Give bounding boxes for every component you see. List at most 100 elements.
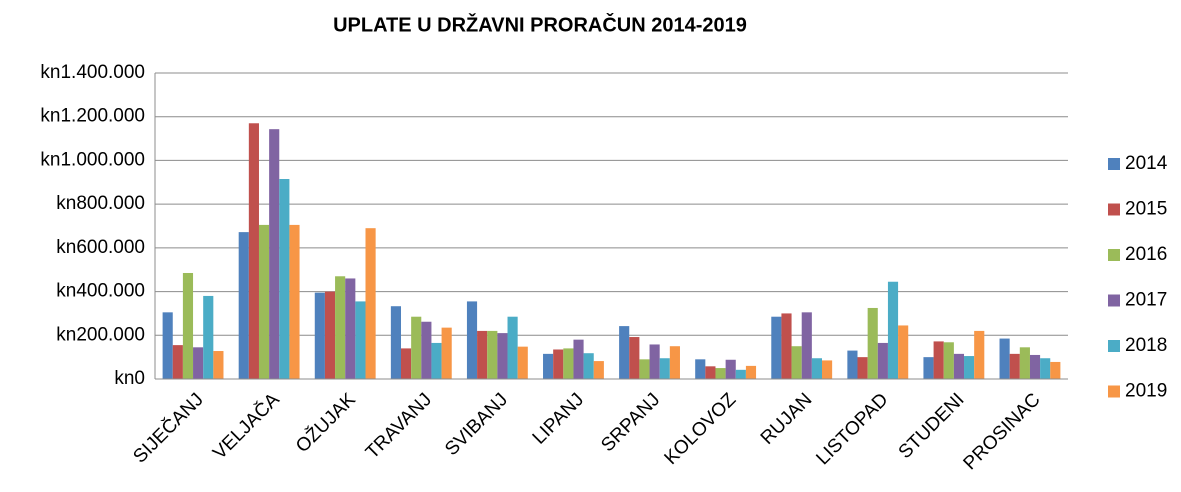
- bar: [477, 330, 488, 379]
- bar: [401, 348, 412, 379]
- bar: [847, 350, 858, 379]
- bar: [507, 316, 518, 379]
- bar: [1009, 353, 1020, 379]
- x-tick-label: KOLOVOZ: [661, 389, 741, 469]
- y-tick-label: kn1.200.000: [40, 106, 145, 127]
- bar: [1040, 358, 1051, 379]
- bar: [466, 301, 478, 379]
- bar: [629, 337, 640, 379]
- bar: [411, 316, 422, 379]
- y-tick-label: kn200.000: [56, 324, 145, 345]
- bar: [289, 224, 300, 379]
- bar: [203, 295, 214, 379]
- x-tick-label: STUDENI: [895, 389, 969, 463]
- bar: [619, 326, 630, 379]
- bar: [431, 342, 442, 379]
- y-tick-label: kn1.000.000: [40, 149, 145, 170]
- bar: [314, 292, 325, 379]
- bar: [421, 321, 432, 379]
- bar: [172, 345, 183, 379]
- y-tick-label: kn0: [114, 368, 145, 389]
- legend-label: 2016: [1125, 244, 1167, 265]
- bar: [563, 348, 574, 379]
- x-tick-label: PROSINAC: [960, 389, 1045, 474]
- x-tick-label: OŽUJAK: [291, 388, 360, 457]
- bar: [867, 307, 878, 379]
- bar: [269, 129, 280, 379]
- chart-title: UPLATE U DRŽAVNI PRORAČUN 2014-2019: [333, 12, 747, 36]
- bar: [964, 356, 975, 379]
- x-tick-label: TRAVANJ: [362, 389, 436, 463]
- y-tick-label: kn1.400.000: [40, 62, 145, 83]
- bar: [335, 276, 346, 379]
- bar: [324, 291, 336, 379]
- legend-swatch: [1108, 294, 1120, 307]
- bar: [943, 342, 954, 379]
- bar: [497, 333, 508, 379]
- x-tick-label: LISTOPAD: [812, 389, 892, 469]
- bar: [583, 353, 594, 379]
- bar: [791, 346, 802, 379]
- bar: [213, 351, 224, 379]
- bar: [365, 228, 376, 379]
- x-tick-label: SVIBANJ: [441, 389, 512, 460]
- bar: [162, 312, 173, 379]
- legend-swatch: [1108, 203, 1120, 216]
- bar: [725, 359, 736, 379]
- legend-label: 2019: [1125, 381, 1167, 402]
- bar: [193, 347, 204, 379]
- x-tick-label: RUJAN: [757, 389, 817, 449]
- bar: [999, 338, 1010, 379]
- bar: [705, 366, 716, 379]
- x-tick-label: LIPANJ: [529, 389, 588, 448]
- bar: [345, 278, 356, 379]
- bar: [857, 357, 868, 379]
- bar: [898, 325, 909, 379]
- bar: [781, 313, 792, 379]
- legend-label: 2014: [1125, 153, 1168, 174]
- bar: [974, 330, 985, 379]
- bar: [811, 358, 822, 379]
- bar: [877, 342, 888, 379]
- bar: [923, 357, 934, 379]
- bar: [695, 359, 706, 379]
- bar: [355, 301, 366, 379]
- bar: [771, 316, 782, 379]
- x-tick-label: VELJAČA: [209, 388, 285, 464]
- bar: [735, 369, 746, 379]
- bar: [279, 179, 290, 379]
- legend-swatch: [1108, 385, 1120, 398]
- bar: [745, 365, 757, 379]
- bar: [487, 330, 498, 379]
- legend-label: 2017: [1125, 290, 1167, 311]
- x-tick-label: SIJEČANJ: [129, 389, 208, 468]
- bar: [238, 232, 249, 379]
- legend-label: 2015: [1125, 199, 1167, 220]
- legend-label: 2018: [1125, 335, 1167, 356]
- legend-swatch: [1108, 249, 1120, 261]
- bar: [441, 327, 452, 379]
- bar: [543, 353, 554, 379]
- legend-swatch: [1108, 340, 1120, 352]
- bar: [248, 123, 259, 380]
- legend-swatch: [1108, 158, 1120, 170]
- bar: [553, 349, 564, 379]
- bar: [1029, 354, 1041, 379]
- bar: [669, 346, 680, 379]
- bar: [517, 346, 528, 379]
- x-tick-label: SRPANJ: [597, 389, 664, 456]
- bar: [659, 358, 670, 379]
- y-tick-label: kn800.000: [56, 193, 145, 214]
- bar: [258, 224, 270, 379]
- bar: [182, 272, 194, 379]
- bar: [573, 339, 584, 379]
- bar: [390, 306, 402, 379]
- bar: [715, 368, 726, 379]
- bar: [801, 312, 812, 379]
- y-tick-label: kn600.000: [56, 237, 145, 258]
- bar: [593, 361, 604, 379]
- bar: [821, 360, 833, 379]
- bar: [1050, 361, 1061, 379]
- bar: [639, 359, 650, 379]
